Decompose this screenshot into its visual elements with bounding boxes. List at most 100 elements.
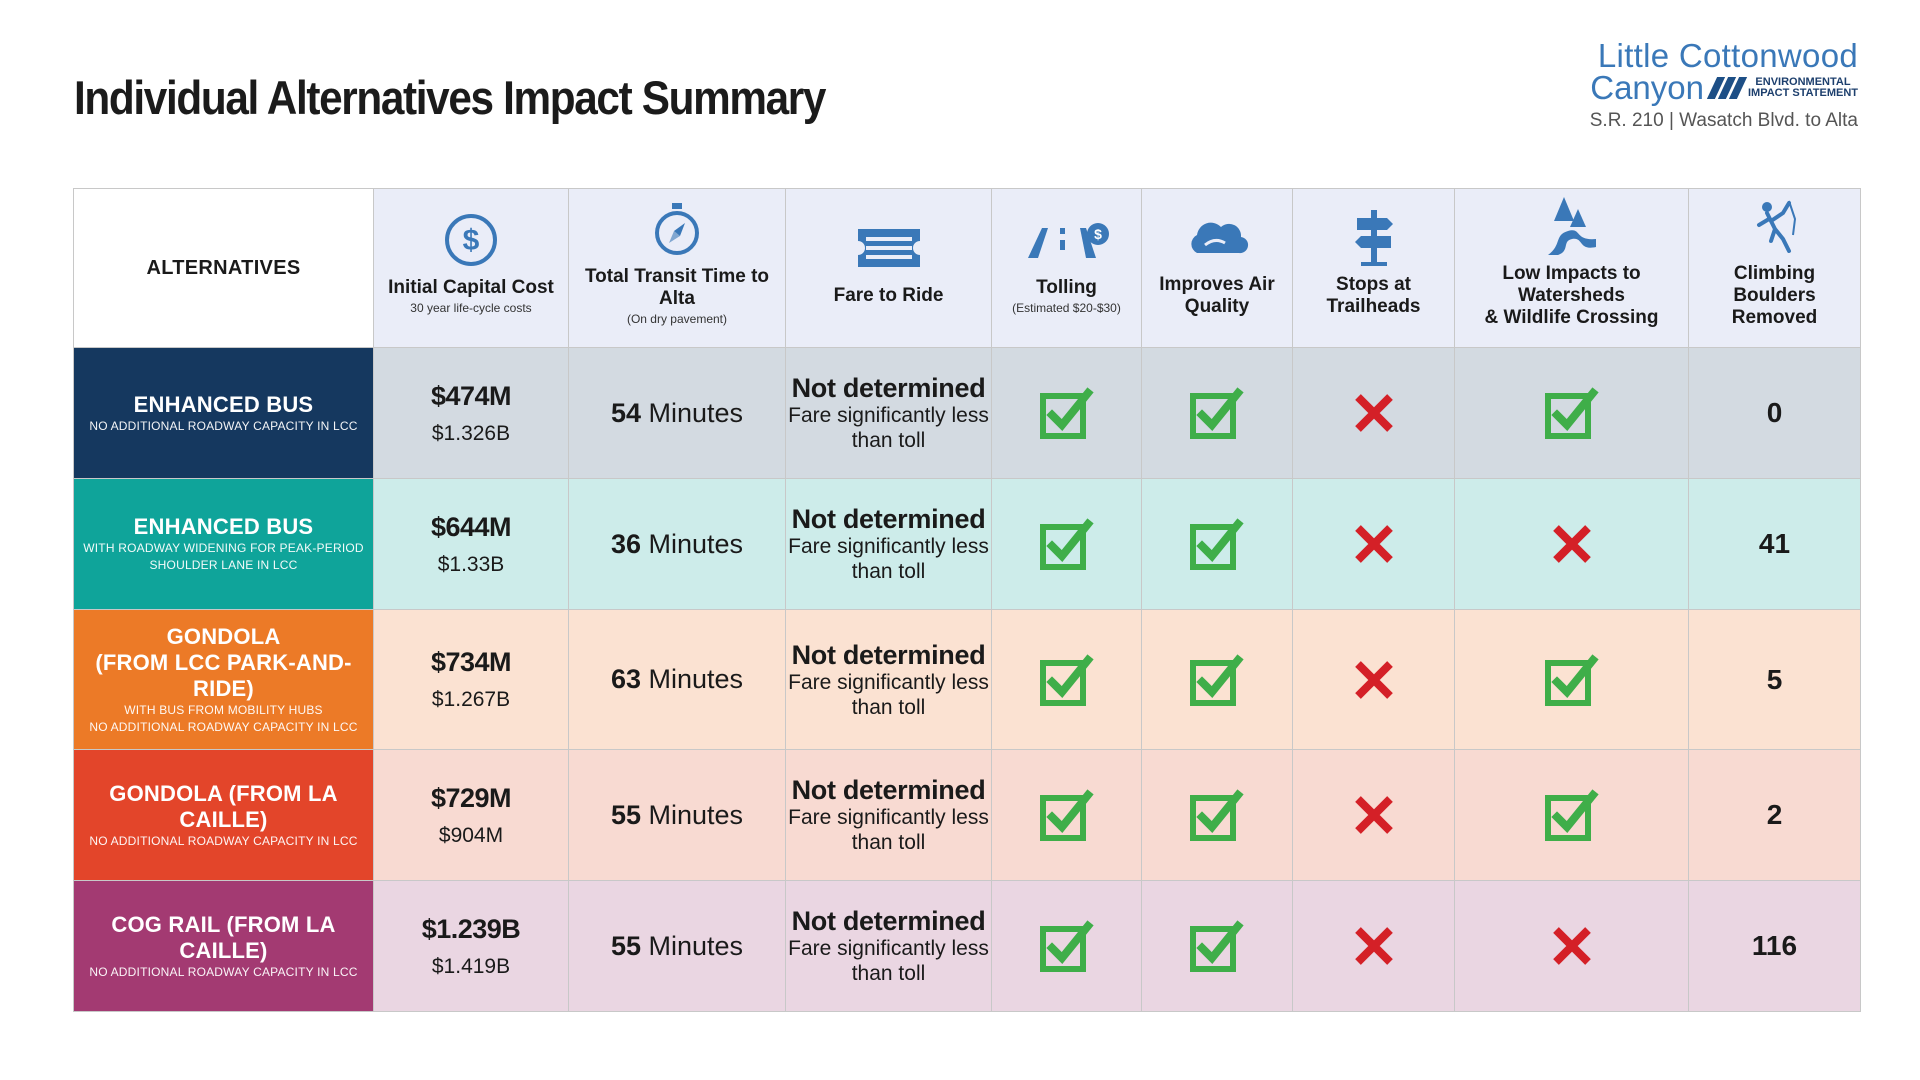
fare-cell: Not determined Fare significantly less tha…	[785, 347, 992, 479]
header-fare-label: Fare to Ride	[833, 285, 944, 306]
header-boulders-line2: Removed	[1731, 307, 1818, 328]
header-initial-capital-cost: $ Initial Capital Cost 30 year life-cycl…	[373, 188, 569, 348]
logo-eis-text: ENVIRONMENTAL IMPACT STATEMENT	[1748, 77, 1858, 99]
cross-icon	[1353, 927, 1395, 965]
cost-cell: $644M $1.33B	[373, 478, 569, 610]
header-stops-trailheads: Stops at Trailheads	[1292, 188, 1455, 348]
cloud-icon	[1146, 206, 1288, 268]
alternative-name-line1: GONDOLA (FROM LA CAILLE)	[109, 780, 338, 832]
watershed-impact-cell	[1454, 478, 1689, 610]
fare-status: Not determined	[791, 906, 986, 936]
tolling-cell	[991, 880, 1142, 1012]
header-water-line1: Low Impacts to Watersheds	[1502, 263, 1641, 306]
cost-cell: $1.239B $1.419B	[373, 880, 569, 1012]
initial-cost-value: $734M	[430, 647, 512, 677]
fare-note: Fare significantly less than toll	[786, 805, 991, 855]
initial-cost-value: $474M	[430, 380, 512, 411]
alternative-note-line2: NO ADDITIONAL ROADWAY CAPACITY IN LCC	[89, 719, 358, 734]
watershed-impact-cell	[1454, 880, 1689, 1012]
fare-cell: Not determined Fare significantly less tha…	[785, 478, 992, 610]
boulders-removed-cell: 116	[1688, 880, 1861, 1012]
fare-note-line1: Fare significantly less	[788, 937, 989, 960]
fare-status: Not determined	[791, 639, 986, 670]
dollar-icon: $	[378, 209, 564, 271]
alternative-name-line1: ENHANCED BUS	[133, 514, 314, 539]
cross-icon	[1551, 525, 1593, 563]
watershed-impact-cell	[1454, 609, 1689, 750]
check-icon	[1190, 518, 1244, 570]
lcc-eis-logo: Little Cottonwood Canyon ENVIRONMENTAL I…	[1528, 39, 1858, 132]
header-boulders-label: Climbing Boulders Removed	[1693, 263, 1856, 329]
fare-note: Fare significantly less than toll	[786, 403, 991, 453]
fare-note-line1: Fare significantly less	[788, 535, 989, 558]
watershed-impact-cell	[1454, 347, 1689, 479]
air-quality-cell	[1141, 609, 1293, 750]
tolling-cell	[991, 347, 1142, 479]
header-boulders-line1: Climbing Boulders	[1733, 263, 1816, 306]
alternative-name: GONDOLA (FROM LCC PARK-AND-RIDE)	[82, 624, 365, 702]
header-cost-label: Initial Capital Cost	[388, 277, 554, 298]
initial-cost-value: $1.239B	[421, 913, 521, 944]
alternative-cell: ENHANCED BUS NO ADDITIONAL ROADWAY CAPACI…	[73, 347, 374, 479]
signpost-icon	[1297, 206, 1450, 268]
cross-icon	[1353, 394, 1395, 432]
cross-icon	[1353, 525, 1395, 563]
fare-note-line2: than toll	[851, 962, 926, 985]
river-icon	[1459, 195, 1684, 257]
header-transit-sub: (On dry pavement)	[626, 312, 728, 326]
alternative-note: NO ADDITIONAL ROADWAY CAPACITY IN LCC	[82, 418, 365, 435]
alternative-name: ENHANCED BUS	[82, 392, 365, 418]
table-body: ENHANCED BUS NO ADDITIONAL ROADWAY CAPACI…	[73, 347, 1861, 1012]
header-air-line1: Improves Air	[1159, 274, 1275, 295]
header-transit-label: Total Transit Time to Alta	[584, 266, 770, 309]
cross-icon	[1353, 660, 1395, 699]
transit-time-unit: Minutes	[648, 799, 744, 830]
table-row: GONDOLA (FROM LCC PARK-AND-RIDE) WITH BUS …	[73, 609, 1861, 750]
fare-note-line2: than toll	[851, 429, 926, 452]
air-quality-cell	[1141, 478, 1293, 610]
check-icon	[1039, 653, 1094, 706]
svg-text:$: $	[463, 224, 480, 257]
tolling-cell	[991, 609, 1142, 750]
lifecycle-cost-value: $1.267B	[431, 688, 511, 711]
cost-cell: $734M $1.267B	[373, 609, 569, 750]
check-icon	[1544, 789, 1599, 841]
alternative-note-line1: NO ADDITIONAL ROADWAY CAPACITY IN LCC	[89, 964, 358, 979]
transit-time-cell: 55 Minutes	[568, 880, 786, 1012]
transit-time-unit: Minutes	[648, 528, 744, 559]
trailhead-stops-cell	[1292, 347, 1455, 479]
fare-note-line2: than toll	[851, 560, 926, 583]
svg-text:$: $	[1094, 226, 1102, 242]
check-icon	[1544, 387, 1599, 439]
transit-time-value: 54	[610, 397, 641, 428]
trailhead-stops-cell	[1292, 478, 1455, 610]
transit-time-unit: Minutes	[648, 930, 744, 961]
table-header-row: ALTERNATIVES $ Initial Capital Cost 30 y…	[73, 188, 1861, 348]
header-tolling: $ Tolling (Estimated $20-$30)	[991, 188, 1142, 348]
compass-icon	[573, 198, 781, 260]
fare-status: Not determined	[791, 373, 986, 403]
transit-time-unit: Minutes	[648, 664, 744, 694]
trailhead-stops-cell	[1292, 749, 1455, 881]
header-water-line2: & Wildlife Crossing	[1484, 307, 1659, 328]
header-air-label: Improves Air Quality	[1146, 274, 1288, 318]
header-tolling-sub: (Estimated $20-$30)	[1012, 301, 1121, 315]
fare-status: Not determined	[791, 775, 986, 805]
check-icon	[1190, 920, 1244, 972]
logo-stripes-icon	[1706, 77, 1748, 99]
alternative-name: GONDOLA (FROM LA CAILLE)	[82, 781, 365, 833]
alternative-cell: GONDOLA (FROM LCC PARK-AND-RIDE) WITH BUS …	[73, 609, 374, 750]
toll-road-icon: $	[996, 209, 1137, 271]
transit-time-cell: 55 Minutes	[568, 749, 786, 881]
header-stops-label: Stops at Trailheads	[1297, 274, 1450, 318]
logo-subtitle: S.R. 210 | Wasatch Blvd. to Alta	[1589, 110, 1858, 131]
check-icon	[1039, 789, 1094, 841]
transit-time-cell: 63 Minutes	[568, 609, 786, 750]
check-icon	[1039, 387, 1094, 439]
transit-time-cell: 54 Minutes	[568, 347, 786, 479]
transit-time-cell: 36 Minutes	[568, 478, 786, 610]
lifecycle-cost-value: $1.326B	[431, 421, 511, 445]
alternative-note-line1: NO ADDITIONAL ROADWAY CAPACITY IN LCC	[89, 418, 358, 433]
header-air-quality: Improves Air Quality	[1141, 188, 1293, 348]
logo-canyon-text: Canyon	[1590, 69, 1704, 106]
